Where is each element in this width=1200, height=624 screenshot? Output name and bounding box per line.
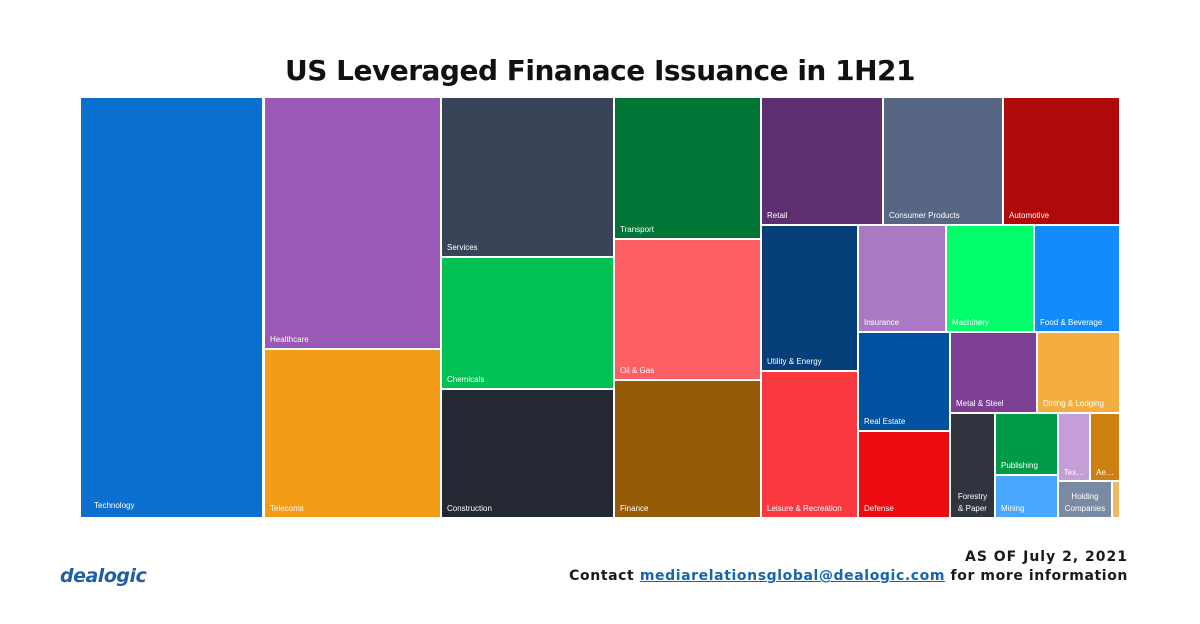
treemap-label-telecoms: Telecoms bbox=[270, 504, 304, 513]
treemap-cell-insurance[interactable] bbox=[857, 224, 947, 333]
treemap-label-transport: Transport bbox=[620, 225, 655, 234]
treemap-cell-holding-companies[interactable] bbox=[1057, 480, 1113, 519]
treemap-cell-chemicals[interactable] bbox=[440, 256, 615, 390]
treemap-label-publishing: Publishing bbox=[1001, 461, 1038, 470]
treemap-label-food-and-beverage: Food & Beverage bbox=[1040, 318, 1103, 327]
treemap-cell-leisure-and-recreation[interactable] bbox=[760, 370, 859, 519]
treemap-label-ae: Ae… bbox=[1096, 468, 1114, 477]
treemap-cell-consumer-products[interactable] bbox=[882, 96, 1004, 226]
treemap-label-healthcare: Healthcare bbox=[270, 335, 309, 344]
treemap-cell-real-estate[interactable] bbox=[857, 331, 951, 432]
treemap-label-dining-and-lodging: Dining & Lodging bbox=[1043, 399, 1104, 408]
treemap-label-defense: Defense bbox=[864, 504, 894, 513]
treemap-cell-machinery[interactable] bbox=[945, 224, 1035, 333]
treemap-label-tex: Tex… bbox=[1064, 468, 1084, 477]
treemap-cell-metal-and-steel[interactable] bbox=[949, 331, 1038, 414]
treemap-cell-forestry-and-paper[interactable] bbox=[949, 412, 996, 519]
treemap-cell-utility-and-energy[interactable] bbox=[760, 224, 859, 372]
treemap-label-metal-and-steel: Metal & Steel bbox=[956, 399, 1004, 408]
treemap-cell-finance[interactable] bbox=[613, 379, 762, 519]
contact-suffix: for more information bbox=[945, 568, 1128, 584]
contact-email-link[interactable]: mediarelationsglobal@dealogic.com bbox=[639, 568, 946, 584]
treemap-cell-technology[interactable] bbox=[79, 96, 264, 519]
treemap-label-mining: Mining bbox=[1001, 504, 1025, 513]
treemap-cell-unlabeled-27[interactable] bbox=[1111, 480, 1121, 519]
treemap-cell-defense[interactable] bbox=[857, 430, 951, 519]
as-of-date: AS OF July 2, 2021 bbox=[964, 549, 1128, 565]
treemap-label-consumer-products: Consumer Products bbox=[889, 211, 960, 220]
treemap-label-services: Services bbox=[447, 243, 478, 252]
treemap-cell-ae[interactable] bbox=[1089, 412, 1121, 482]
treemap-cell-telecoms[interactable] bbox=[263, 348, 442, 519]
treemap-label-insurance: Insurance bbox=[864, 318, 900, 327]
treemap-cell-automotive[interactable] bbox=[1002, 96, 1121, 226]
treemap-label-retail: Retail bbox=[767, 211, 788, 220]
treemap-label-construction: Construction bbox=[447, 504, 492, 513]
treemap-label-oil-and-gas: Oil & Gas bbox=[620, 366, 654, 375]
treemap-cell-tex[interactable] bbox=[1057, 412, 1091, 482]
treemap-cell-retail[interactable] bbox=[760, 96, 884, 226]
treemap-cell-transport[interactable] bbox=[613, 96, 762, 240]
treemap-label-finance: Finance bbox=[620, 504, 649, 513]
treemap-label-chemicals: Chemicals bbox=[447, 375, 484, 384]
treemap-cell-oil-and-gas[interactable] bbox=[613, 238, 762, 381]
treemap-label-utility-and-energy: Utility & Energy bbox=[767, 357, 822, 366]
chart-title: US Leveraged Finanace Issuance in 1H21 bbox=[285, 54, 915, 87]
treemap-cell-services[interactable] bbox=[440, 96, 615, 258]
treemap-label-automotive: Automotive bbox=[1009, 211, 1050, 220]
treemap-label-holding-companies: Holding Companies bbox=[1065, 492, 1105, 513]
dealogic-logo: dealogic bbox=[60, 565, 147, 587]
treemap-label-machinery: Machinery bbox=[952, 318, 989, 327]
treemap-cell-food-and-beverage[interactable] bbox=[1033, 224, 1121, 333]
treemap-label-technology: Technology bbox=[94, 501, 134, 510]
treemap-label-real-estate: Real Estate bbox=[864, 417, 906, 426]
treemap-cell-construction[interactable] bbox=[440, 388, 615, 519]
contact-line: Contact mediarelationsglobal@dealogic.co… bbox=[569, 568, 1128, 584]
treemap-label-forestry-and-paper: Forestry & Paper bbox=[958, 492, 987, 513]
treemap-cell-healthcare[interactable] bbox=[263, 96, 442, 350]
treemap-label-leisure-and-recreation: Leisure & Recreation bbox=[767, 504, 842, 513]
contact-prefix: Contact bbox=[569, 568, 640, 584]
